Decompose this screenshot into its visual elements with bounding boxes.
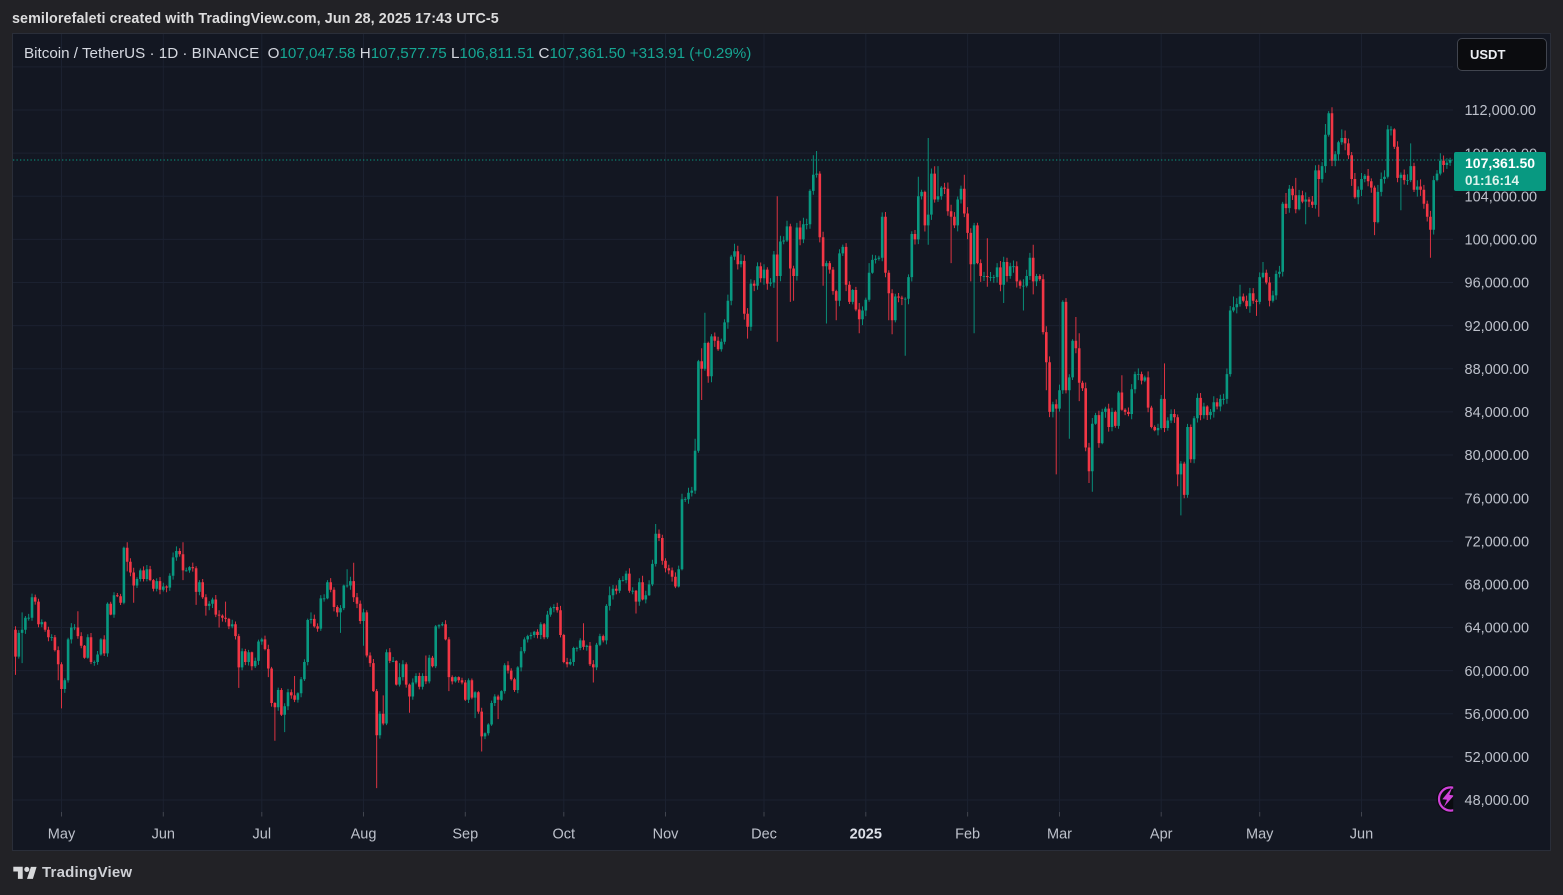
svg-text:56,000.00: 56,000.00 [1465,707,1530,723]
svg-text:84,000.00: 84,000.00 [1465,405,1530,421]
svg-text:76,000.00: 76,000.00 [1465,491,1530,507]
svg-text:Sep: Sep [452,827,478,843]
svg-text:Oct: Oct [553,827,576,843]
svg-text:80,000.00: 80,000.00 [1465,448,1530,464]
svg-text:Mar: Mar [1047,827,1072,843]
svg-text:Dec: Dec [751,827,777,843]
svg-text:Apr: Apr [1150,827,1173,843]
svg-text:52,000.00: 52,000.00 [1465,750,1530,766]
svg-text:60,000.00: 60,000.00 [1465,664,1530,680]
svg-text:100,000.00: 100,000.00 [1465,233,1538,249]
svg-text:Nov: Nov [653,827,680,843]
svg-text:Aug: Aug [351,827,377,843]
svg-text:Jun: Jun [152,827,175,843]
svg-text:May: May [1246,827,1274,843]
svg-text:92,000.00: 92,000.00 [1465,319,1530,335]
svg-text:88,000.00: 88,000.00 [1465,362,1530,378]
svg-text:48,000.00: 48,000.00 [1465,793,1530,809]
svg-text:104,000.00: 104,000.00 [1465,189,1538,205]
svg-text:64,000.00: 64,000.00 [1465,621,1530,637]
svg-text:112,000.00: 112,000.00 [1465,103,1537,119]
svg-text:Jul: Jul [253,827,272,843]
svg-text:68,000.00: 68,000.00 [1465,578,1530,594]
svg-text:2025: 2025 [850,827,882,843]
svg-text:96,000.00: 96,000.00 [1465,276,1530,292]
svg-text:72,000.00: 72,000.00 [1465,534,1530,550]
svg-text:Jun: Jun [1350,827,1373,843]
svg-text:Feb: Feb [955,827,980,843]
svg-text:May: May [48,827,76,843]
